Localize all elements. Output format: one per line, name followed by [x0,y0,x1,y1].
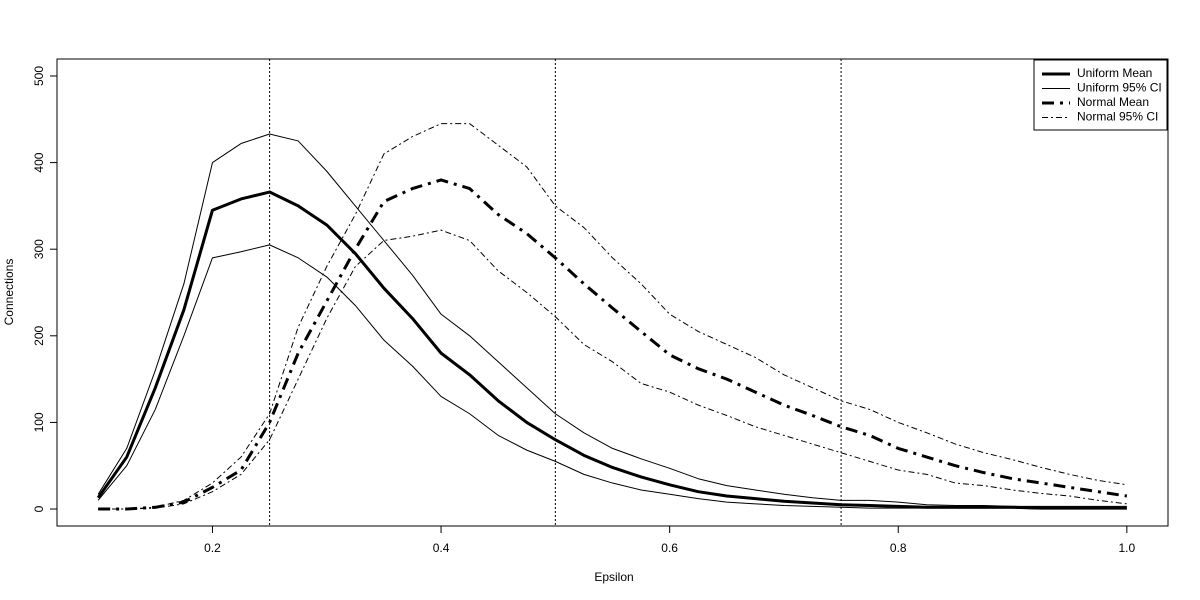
line-series [98,123,1127,510]
line-series [98,229,1127,510]
legend-label: Normal Mean [1077,95,1149,109]
y-tick-label: 500 [32,66,46,86]
x-tick-label: 0.8 [890,541,907,555]
line-series [98,178,1128,511]
legend-label: Uniform Mean [1077,66,1152,80]
y-tick-label: 300 [32,239,46,259]
x-tick-label: 0.6 [661,541,678,555]
x-tick-label: 0.4 [433,541,450,555]
legend-label: Normal 95% CI [1077,110,1158,124]
x-tick-label: 1.0 [1119,541,1136,555]
x-tick-label: 0.2 [204,541,221,555]
legend-box [1033,59,1168,131]
y-tick-label: 100 [32,412,46,432]
plot-frame [56,58,1169,527]
line-series [96,190,1127,510]
x-axis-label: Epsilon [594,570,633,584]
legend-label: Uniform 95% CI [1077,81,1162,95]
y-tick-label: 400 [32,152,46,172]
y-tick-label: 0 [32,505,46,512]
line-series [97,133,1127,507]
line-series [97,244,1127,510]
y-tick-label: 200 [32,325,46,345]
y-axis-label: Connections [2,259,16,326]
